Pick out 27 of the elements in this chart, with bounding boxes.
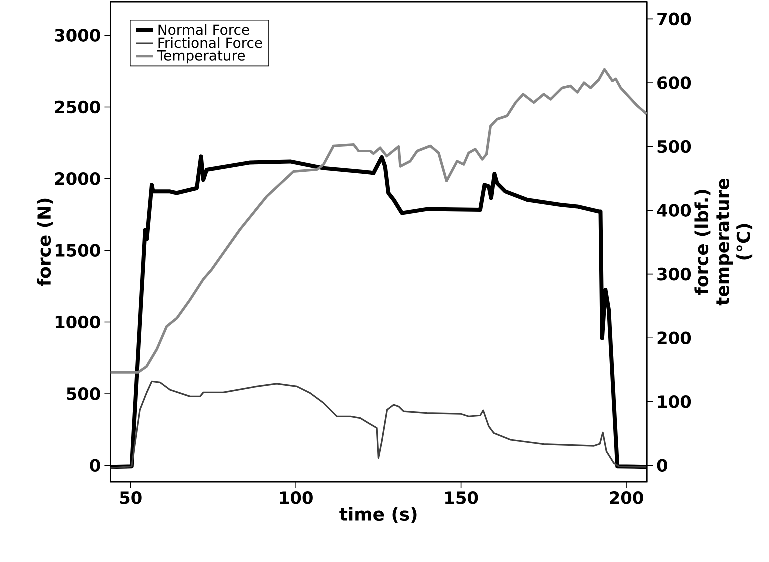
y2-tick-label: 600 [658,76,692,90]
x-tick-label: 150 [446,492,478,504]
line-series [110,68,648,374]
y-tick-label: 1500 [56,244,100,257]
x-axis-title: time (s) [340,507,417,524]
y-tick-label: 3000 [55,29,100,42]
y-tick-label: 1000 [56,316,100,329]
y2-tick-label: 700 [658,12,692,26]
y2-axis-title: force (lbf.) temperature (°C) [694,179,753,306]
y-tick-label: 500 [67,388,100,400]
legend-label: Frictional Force [158,37,262,48]
y-tick-label: 0 [90,459,100,472]
line-series [110,380,648,470]
x-tick-label: 200 [610,492,644,504]
y-tick-label: 2500 [55,100,100,114]
x-tick-label: 100 [280,492,313,504]
legend-label: Normal Force [158,24,250,36]
legend-label: Temperature [157,50,246,64]
y2-tick-label: 0 [657,459,668,472]
y2-tick-label: 500 [658,140,692,154]
y2-tick-label: 100 [658,395,692,408]
y2-tick-label: 200 [658,332,692,345]
y2-tick-label: 300 [658,268,692,281]
y-axis-title: force (N) [37,198,54,286]
x-tick-label: 50 [120,492,142,504]
y2-tick-label: 400 [657,204,692,217]
y-tick-label: 2000 [55,172,100,186]
